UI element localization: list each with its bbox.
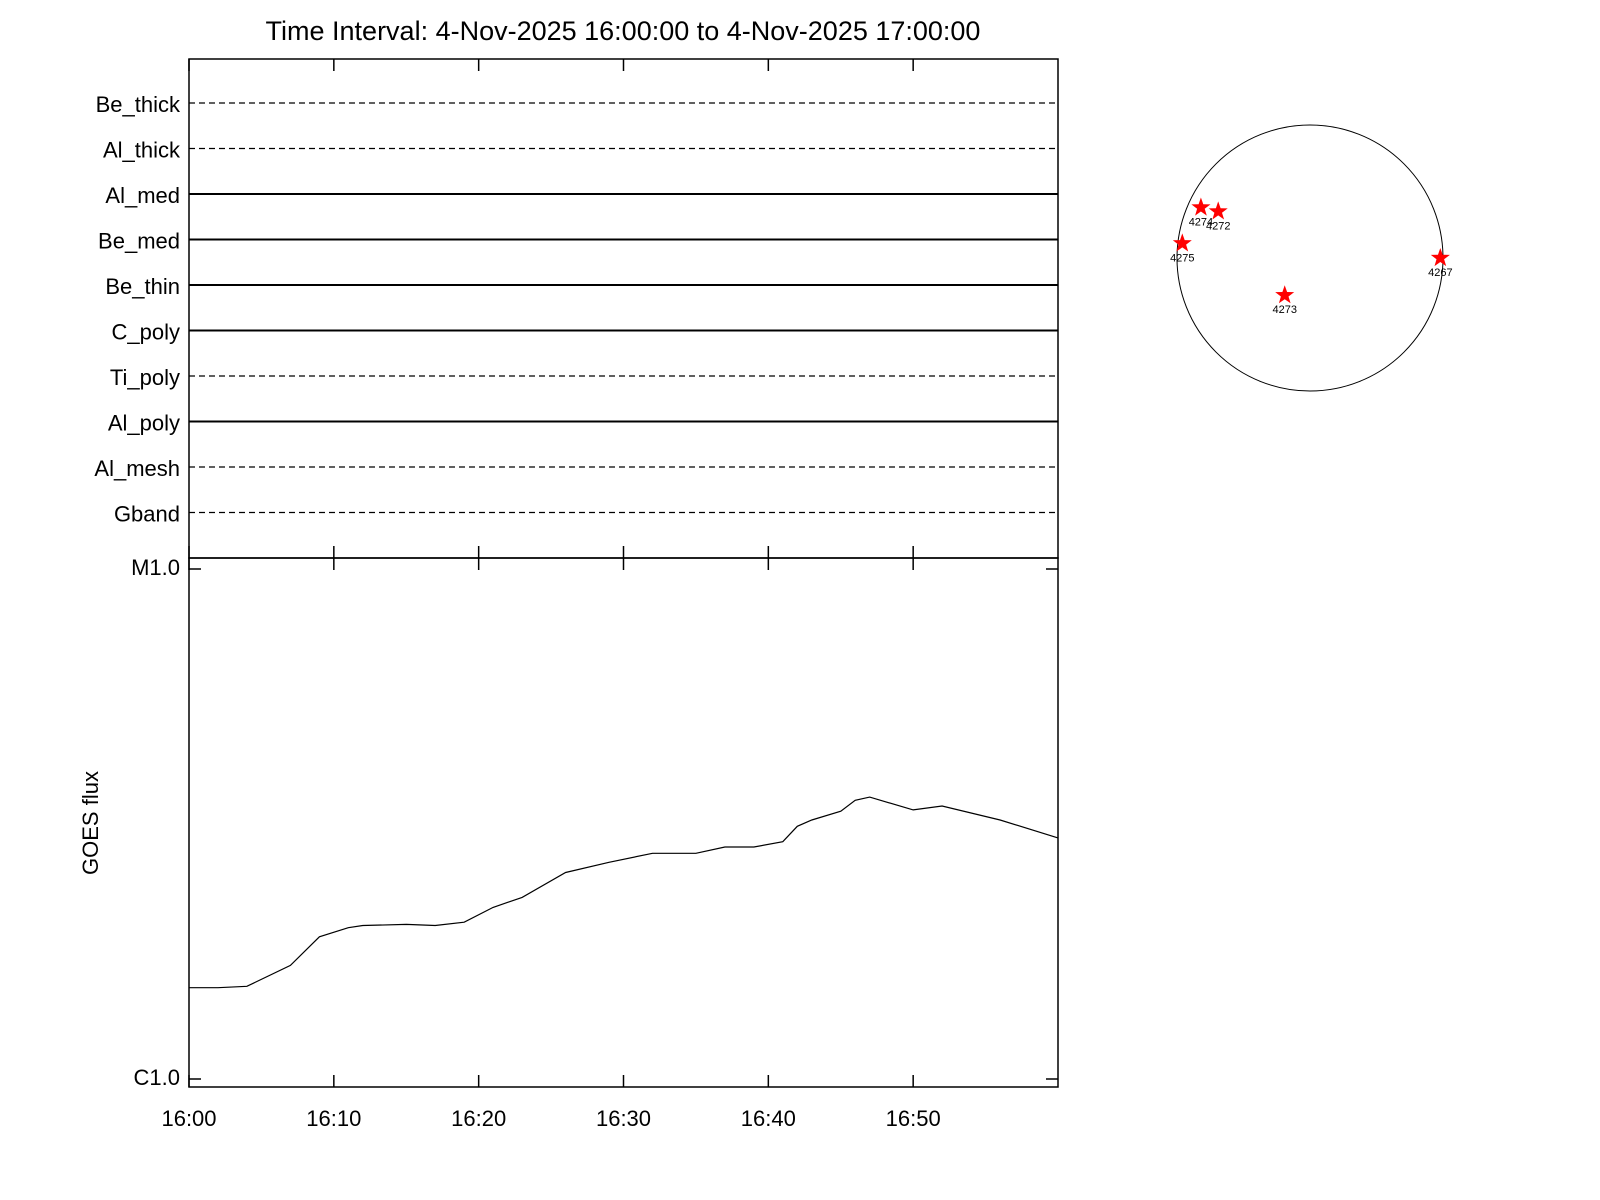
region-marker: [1172, 233, 1192, 252]
flux-panel: [188, 557, 1059, 1088]
x-tick-label: 16:10: [306, 1106, 361, 1131]
channel-label: Al_poly: [108, 410, 180, 435]
channel-label: Al_thick: [103, 137, 181, 162]
channel-label: Be_thin: [105, 274, 180, 299]
channel-label: Al_med: [105, 183, 180, 208]
y-axis-label: GOES flux: [78, 771, 103, 875]
region-label: 4273: [1272, 304, 1296, 316]
goes-flux-line: [189, 796, 1059, 989]
region-marker: [1191, 197, 1211, 216]
x-tick-label: 16:30: [596, 1106, 651, 1131]
channel-label: Gband: [114, 501, 180, 526]
chart-title: Time Interval: 4-Nov-2025 16:00:00 to 4-…: [266, 16, 981, 46]
y-tick-label: C1.0: [134, 1065, 180, 1090]
region-marker: [1208, 201, 1228, 220]
y-tick-label: M1.0: [131, 555, 180, 580]
channel-label: Be_thick: [96, 92, 181, 117]
channel-label: Ti_poly: [110, 365, 180, 390]
region-label: 4274: [1189, 216, 1213, 228]
top-panel: [188, 58, 1059, 559]
x-tick-label: 16:00: [161, 1106, 216, 1131]
region-label: 4267: [1428, 267, 1452, 279]
region-marker: [1275, 285, 1295, 304]
channel-label: C_poly: [112, 319, 180, 344]
x-tick-label: 16:50: [886, 1106, 941, 1131]
region-label: 4272: [1206, 220, 1230, 232]
x-tick-label: 16:20: [451, 1106, 506, 1131]
channel-label: Al_mesh: [94, 456, 180, 481]
channel-label: Be_med: [98, 228, 180, 253]
x-tick-label: 16:40: [741, 1106, 796, 1131]
region-marker: [1430, 248, 1450, 267]
solar-disk: [1176, 124, 1444, 392]
region-label: 4275: [1170, 252, 1194, 264]
